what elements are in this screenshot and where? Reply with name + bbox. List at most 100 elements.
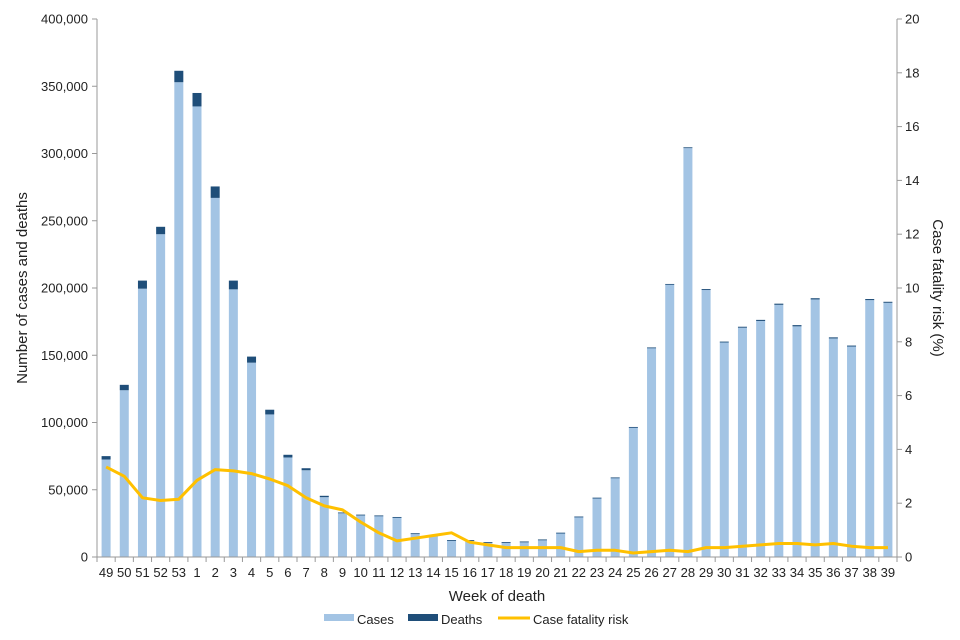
y-tick-label: 150,000: [41, 348, 88, 363]
bar-cases-5: [265, 414, 275, 557]
bar-cases-9: [337, 513, 347, 557]
bar-deaths-2: [210, 186, 220, 198]
bar-cases-53: [174, 82, 184, 557]
y-tick-label: 100,000: [41, 415, 88, 430]
legend-swatch-deaths: [408, 614, 438, 621]
y-tick-label: 0: [81, 550, 88, 565]
bar-deaths-31: [737, 326, 747, 328]
bar-deaths-8: [319, 495, 329, 498]
bar-cases-36: [828, 338, 838, 557]
bar-deaths-36: [828, 337, 838, 339]
x-tick-label: 20: [535, 565, 549, 580]
x-tick-label: 37: [844, 565, 858, 580]
bar-cases-27: [665, 284, 675, 557]
bar-deaths-16: [465, 540, 475, 541]
bar-cases-49: [101, 459, 111, 557]
bar-cases-38: [865, 300, 875, 557]
x-tick-label: 6: [284, 565, 291, 580]
x-tick-label: 11: [372, 565, 386, 580]
bar-cases-15: [447, 540, 457, 557]
y2-tick-label: 6: [905, 388, 912, 403]
bar-cases-51: [137, 288, 147, 557]
bar-cases-29: [701, 290, 711, 557]
bar-deaths-28: [683, 147, 693, 149]
bar-cases-23: [592, 497, 602, 557]
bar-cases-7: [301, 470, 311, 557]
y2-tick-label: 8: [905, 334, 912, 349]
bar-deaths-32: [756, 319, 766, 321]
bar-deaths-30: [719, 341, 729, 343]
bar-deaths-17: [483, 542, 493, 543]
x-tick-label: 49: [99, 565, 113, 580]
y2-tick-label: 0: [905, 550, 912, 565]
x-tick-label: 8: [321, 565, 328, 580]
legend: Cases Deaths Case fatality risk: [324, 612, 629, 627]
x-tick-label: 26: [644, 565, 658, 580]
bar-deaths-51: [137, 280, 147, 289]
x-tick-label: 33: [772, 565, 786, 580]
legend-label-case-fatality-risk: Case fatality risk: [533, 612, 629, 627]
bar-deaths-3: [228, 280, 238, 290]
bar-deaths-38: [865, 299, 875, 301]
x-tick-label: 23: [590, 565, 604, 580]
bar-deaths-21: [556, 532, 566, 534]
bar-deaths-1: [192, 92, 202, 107]
bar-cases-26: [647, 347, 657, 557]
bar-deaths-34: [792, 325, 802, 327]
x-tick-label: 19: [517, 565, 531, 580]
bar-cases-33: [774, 304, 784, 557]
bar-deaths-37: [847, 345, 857, 347]
x-tick-label: 32: [753, 565, 767, 580]
x-tick-label: 27: [662, 565, 676, 580]
y2-axis-title: Case fatality risk (%): [929, 219, 946, 357]
x-tick-label: 24: [608, 565, 622, 580]
bar-deaths-19: [519, 541, 529, 543]
bar-deaths-10: [356, 514, 366, 516]
bar-deaths-49: [101, 456, 111, 460]
x-tick-label: 31: [735, 565, 749, 580]
line-case-fatality-risk: [105, 465, 888, 555]
bar-cases-31: [737, 327, 747, 557]
bar-deaths-7: [301, 468, 311, 471]
x-tick-label: 21: [553, 565, 567, 580]
bar-cases-17: [483, 542, 493, 557]
x-tick-label: 39: [881, 565, 895, 580]
bar-deaths-6: [283, 454, 293, 458]
bar-cases-8: [319, 497, 329, 557]
bar-cases-12: [392, 517, 402, 557]
bar-cases-14: [428, 535, 438, 557]
x-tick-label: 30: [717, 565, 731, 580]
legend-swatch-cases: [324, 614, 354, 621]
bar-cases-6: [283, 457, 293, 557]
y-tick-label: 200,000: [41, 281, 88, 296]
x-tick-label: 13: [408, 565, 422, 580]
axes: 0 50,000 100,000 150,000 200,000 250,000 300,0…: [41, 12, 919, 581]
bar-cases-39: [883, 302, 893, 557]
bar-cases-1: [192, 106, 202, 558]
legend-label-deaths: Deaths: [441, 612, 483, 627]
y2-tick-label: 10: [905, 281, 919, 296]
x-tick-label: 1: [193, 565, 200, 580]
bar-deaths-33: [774, 303, 784, 305]
bar-deaths-27: [665, 283, 675, 285]
bar-cases-34: [792, 326, 802, 557]
x-axis-title: Week of death: [449, 588, 545, 605]
bar-cases-16: [465, 540, 475, 557]
bar-deaths-50: [119, 384, 129, 391]
y2-tick-label: 20: [905, 12, 919, 27]
bar-cases-11: [374, 515, 384, 557]
bar-cases-25: [628, 427, 638, 557]
x-tick-label: 34: [790, 565, 804, 580]
bar-deaths-39: [883, 301, 893, 303]
y2-tick-label: 12: [905, 227, 919, 242]
y2-tick-label: 2: [905, 496, 912, 511]
x-tick-label: 3: [230, 565, 237, 580]
bar-deaths-24: [610, 477, 620, 479]
bar-cases-24: [610, 477, 620, 557]
y-tick-label: 400,000: [41, 12, 88, 27]
bar-deaths-22: [574, 516, 584, 518]
bar-deaths-4: [247, 356, 257, 363]
bar-deaths-5: [265, 409, 275, 415]
x-tick-label: 12: [390, 565, 404, 580]
